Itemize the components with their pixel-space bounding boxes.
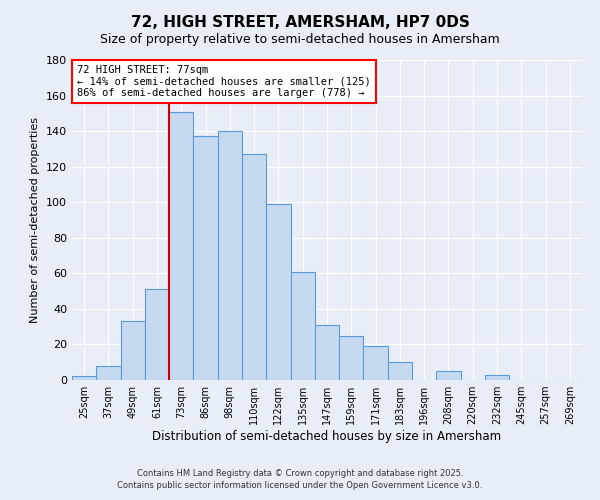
Bar <box>193 136 218 380</box>
Bar <box>436 371 461 380</box>
Bar <box>169 112 193 380</box>
Bar <box>121 322 145 380</box>
Bar <box>388 362 412 380</box>
Bar <box>242 154 266 380</box>
Bar <box>364 346 388 380</box>
Text: 72, HIGH STREET, AMERSHAM, HP7 0DS: 72, HIGH STREET, AMERSHAM, HP7 0DS <box>131 15 469 30</box>
X-axis label: Distribution of semi-detached houses by size in Amersham: Distribution of semi-detached houses by … <box>152 430 502 443</box>
Y-axis label: Number of semi-detached properties: Number of semi-detached properties <box>31 117 40 323</box>
Bar <box>96 366 121 380</box>
Bar <box>485 374 509 380</box>
Bar <box>145 290 169 380</box>
Bar <box>218 131 242 380</box>
Bar <box>72 376 96 380</box>
Bar <box>339 336 364 380</box>
Text: 72 HIGH STREET: 77sqm
← 14% of semi-detached houses are smaller (125)
86% of sem: 72 HIGH STREET: 77sqm ← 14% of semi-deta… <box>77 65 371 98</box>
Text: Contains HM Land Registry data © Crown copyright and database right 2025.
Contai: Contains HM Land Registry data © Crown c… <box>118 468 482 490</box>
Bar <box>315 325 339 380</box>
Text: Size of property relative to semi-detached houses in Amersham: Size of property relative to semi-detach… <box>100 32 500 46</box>
Bar <box>290 272 315 380</box>
Bar <box>266 204 290 380</box>
